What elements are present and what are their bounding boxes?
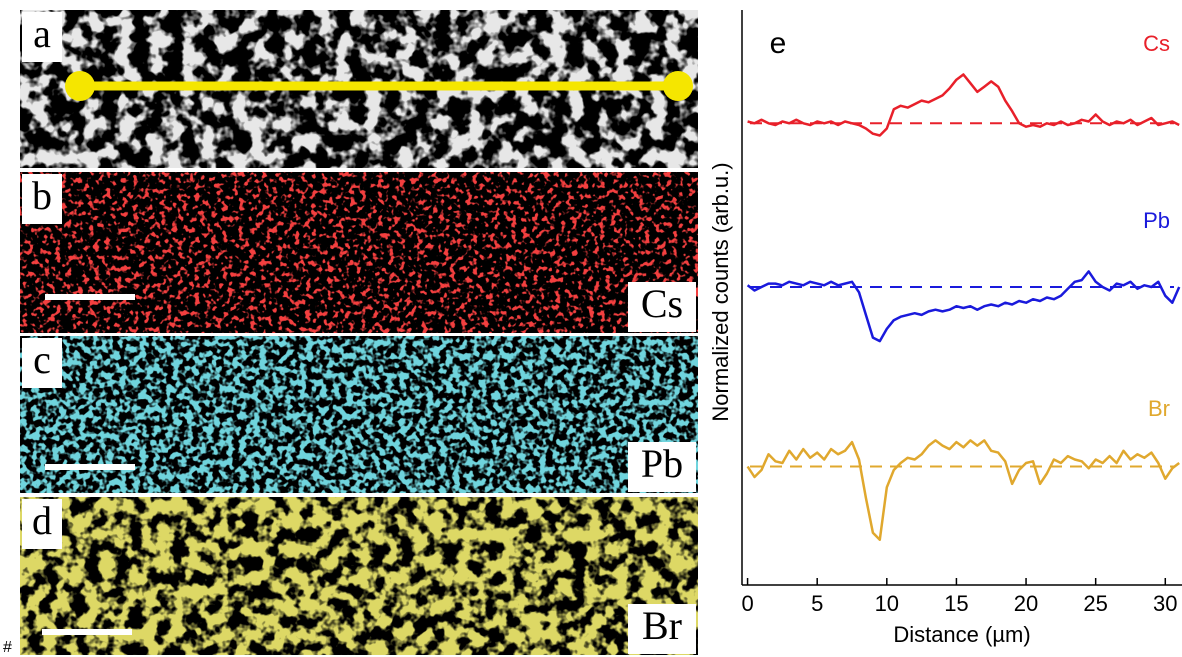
y-axis-label: Normalized counts (arb.u.)	[708, 162, 733, 421]
series-line	[748, 271, 1180, 341]
panel-label: a	[33, 11, 51, 56]
figure: a b Cs c Pb d Br # e Distance (µm) Norma…	[0, 0, 1182, 657]
element-label: Cs	[641, 281, 683, 326]
x-tick-label: 15	[944, 591, 968, 616]
series-line	[748, 440, 1180, 539]
legend-label: Br	[1148, 396, 1170, 421]
panel-label: c	[33, 337, 51, 382]
element-label: Br	[642, 603, 682, 648]
footnote: #	[3, 639, 12, 656]
x-tick-label: 25	[1083, 591, 1107, 616]
x-axis-label: Distance (µm)	[893, 622, 1030, 647]
series-line	[748, 75, 1180, 136]
x-tick-label: 30	[1153, 591, 1177, 616]
panel-label: e	[770, 27, 787, 60]
panel-d: d Br	[20, 497, 698, 655]
panel-a: a	[20, 10, 698, 168]
x-tick-label: 0	[741, 591, 753, 616]
x-tick-label: 10	[875, 591, 899, 616]
panel-label: d	[32, 498, 52, 543]
panel-b: b Cs	[20, 172, 698, 333]
legend-label: Cs	[1143, 31, 1170, 56]
panel-c: c Pb	[20, 336, 698, 493]
x-tick-label: 20	[1014, 591, 1038, 616]
x-tick-label: 5	[811, 591, 823, 616]
element-label: Pb	[641, 441, 683, 486]
panel-label: b	[32, 173, 52, 218]
chart: e Distance (µm) Normalized counts (arb.u…	[708, 10, 1182, 647]
legend-label: Pb	[1143, 208, 1170, 233]
